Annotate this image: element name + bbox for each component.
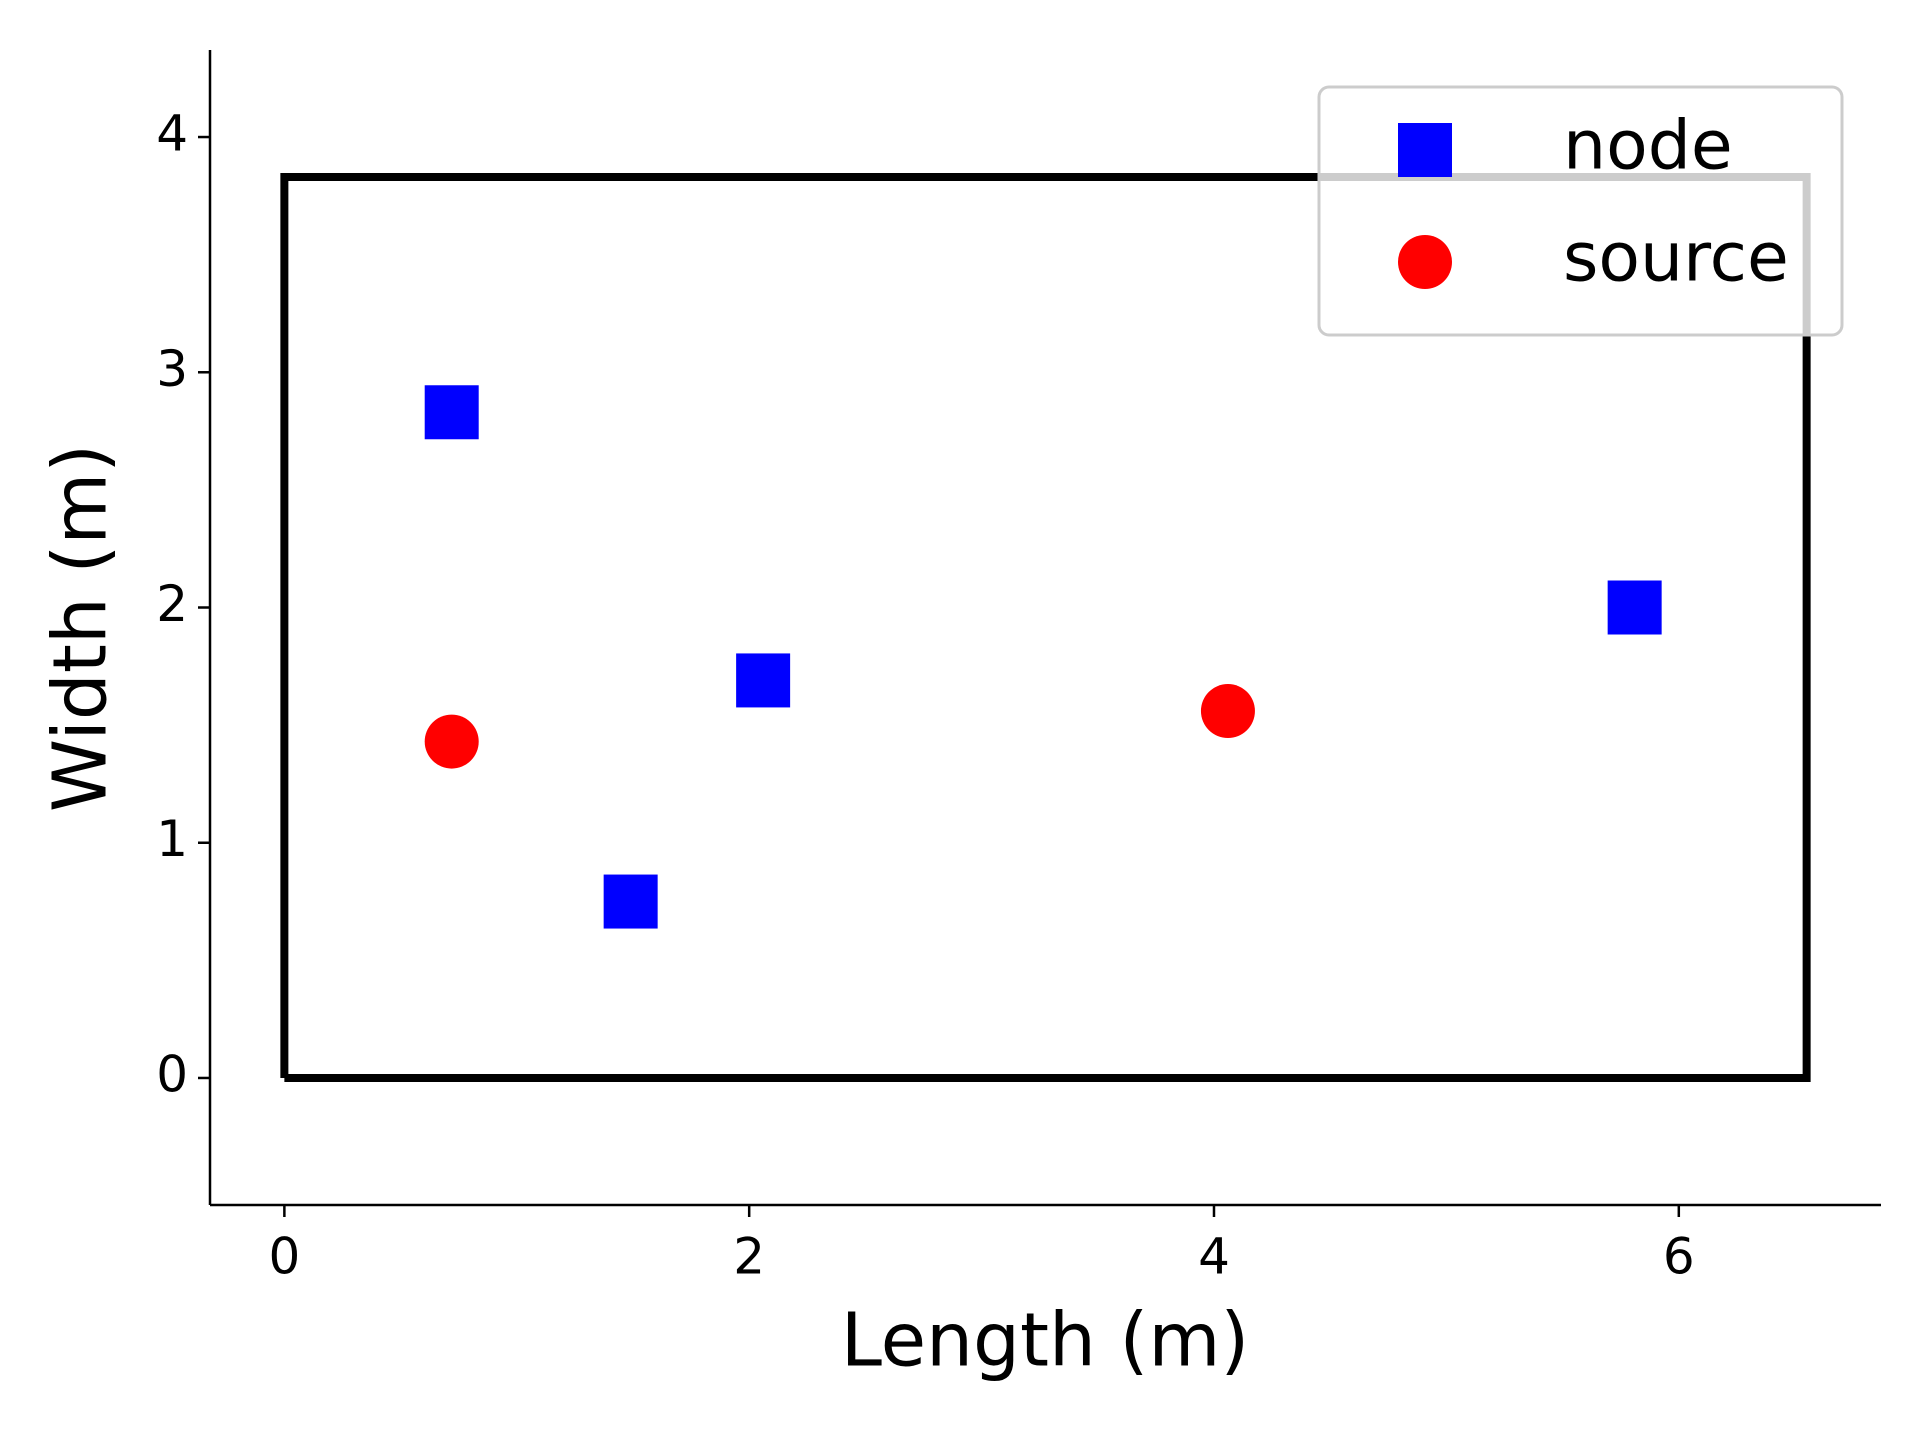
x-axis-label: Length (m) [841,1298,1250,1384]
x-tick-label: 2 [733,1228,765,1286]
x-tick-label: 4 [1198,1228,1230,1286]
x-tick-label: 6 [1663,1228,1695,1286]
legend-label: node [1563,107,1733,186]
node-marker [424,385,479,440]
node-marker [603,874,658,929]
y-tick-label: 0 [156,1045,188,1103]
legend-label: source [1563,219,1789,298]
node-marker [736,653,791,708]
legend-marker [1398,235,1452,289]
x-tick-label: 0 [268,1228,300,1286]
legend: node source [1317,85,1844,337]
y-tick-label: 4 [156,105,188,163]
legend-marker [1398,123,1452,177]
source-marker [1200,684,1255,739]
y-tick-label: 1 [156,810,188,868]
source-marker [424,714,479,769]
node-marker [1607,580,1662,635]
y-tick-label: 3 [156,340,188,398]
y-tick-label: 2 [156,575,188,633]
y-axis-label: Width (m) [38,444,124,812]
